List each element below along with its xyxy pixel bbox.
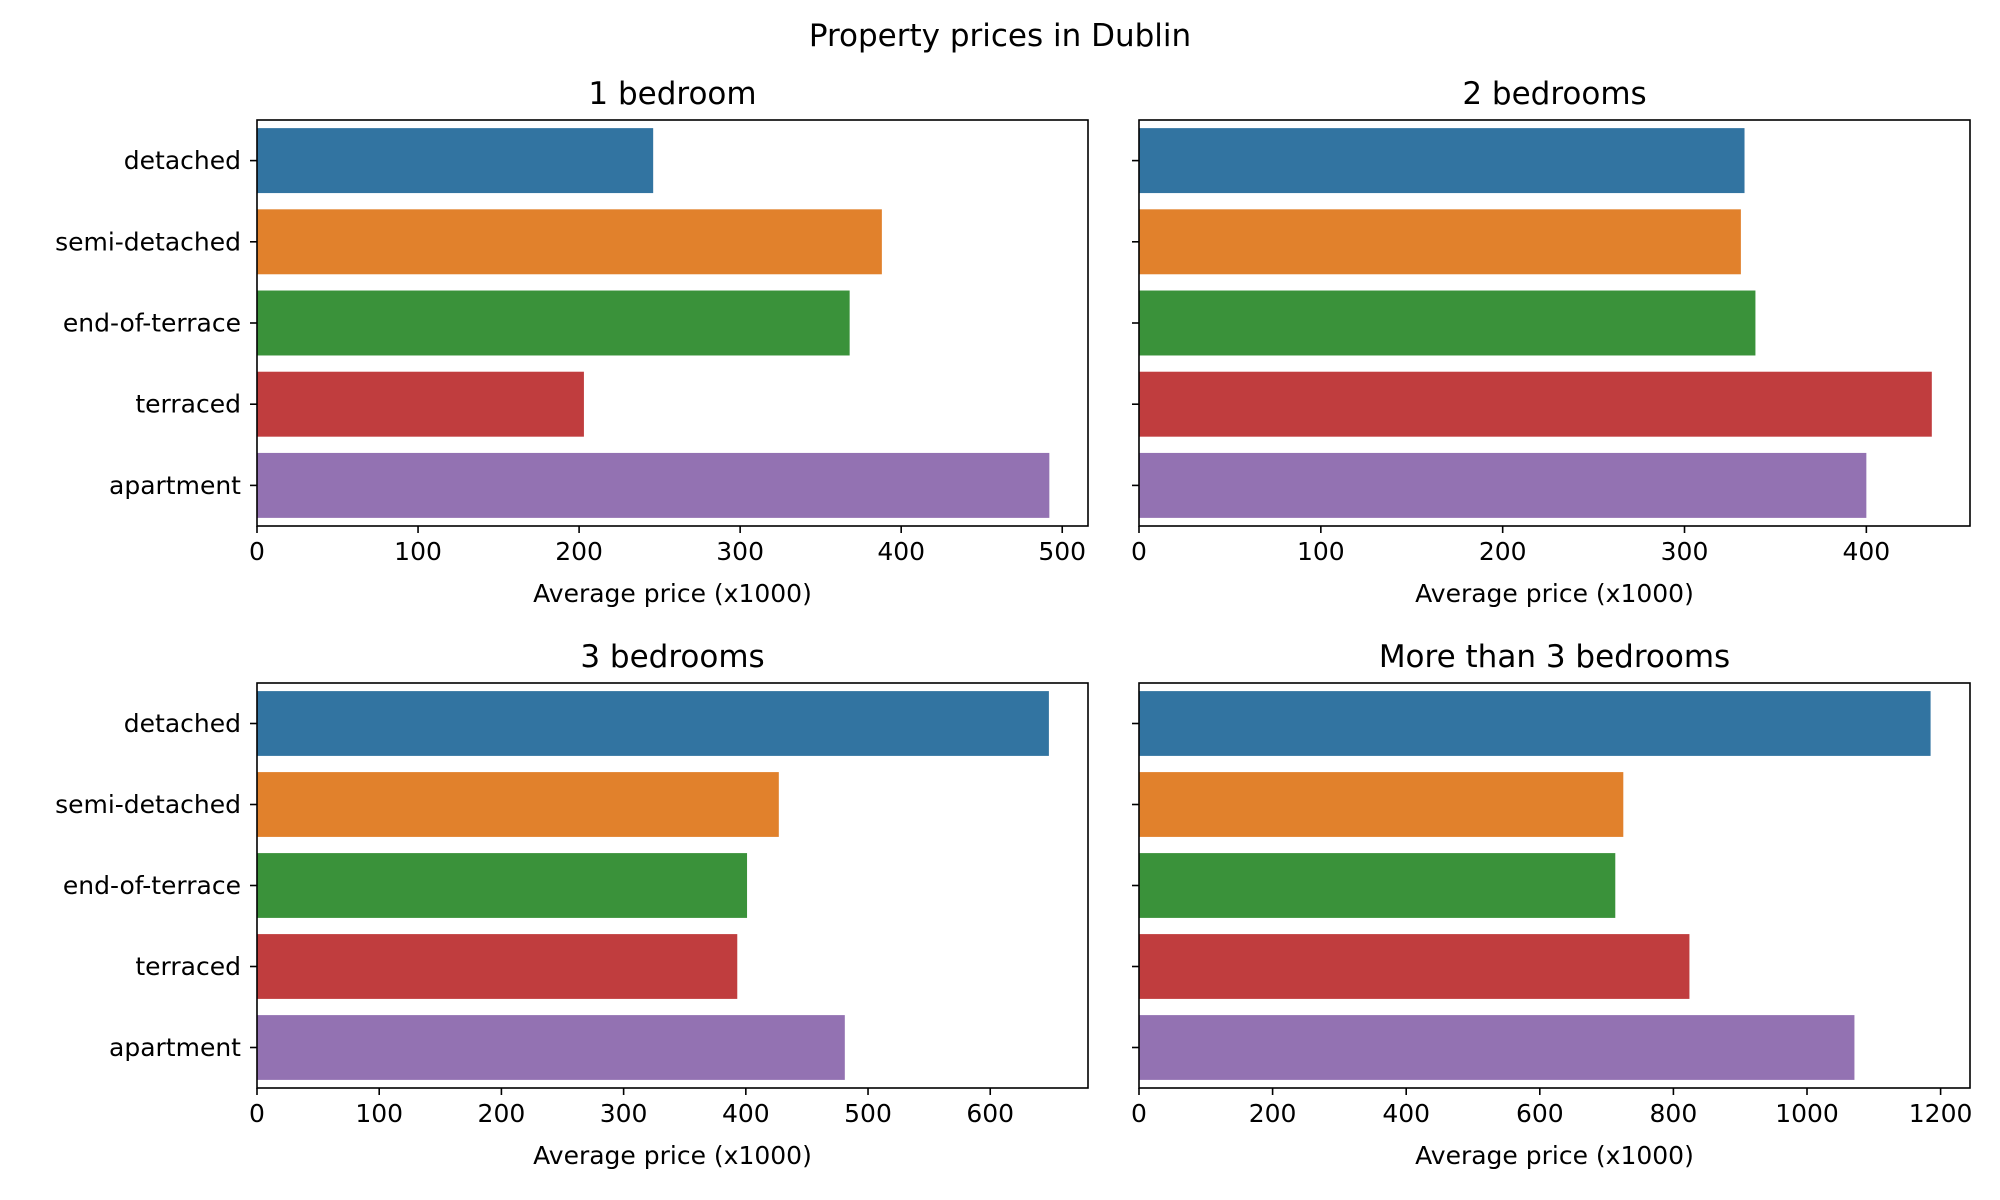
figure-title: Property prices in Dublin xyxy=(808,18,1192,54)
panel-4: 0 200 400 600 800 1000 1200 Average price (x100… xyxy=(1131,639,1972,1170)
bar-apartment xyxy=(1139,452,1867,518)
panel-title: 3 bedrooms xyxy=(580,639,764,675)
y-tick-label: detached xyxy=(124,709,241,738)
bar-semi-detached xyxy=(257,209,882,275)
x-tick-label: 600 xyxy=(966,1099,1014,1128)
panel-3: detached semi-detached end-of-terrace terra… xyxy=(55,639,1089,1170)
panel-2: 0 100 200 300 400 Average price (x1000) 2 bedr… xyxy=(1131,76,1971,608)
x-tick-label: 600 xyxy=(1516,1099,1564,1128)
x-tick-label: 400 xyxy=(722,1099,770,1128)
bar-detached xyxy=(1139,128,1745,194)
panel-title: 1 bedroom xyxy=(588,76,756,112)
y-tick-label: end-of-terrace xyxy=(63,871,241,900)
y-tick-label: apartment xyxy=(109,471,241,500)
bar-semi-detached xyxy=(1139,772,1624,837)
x-tick-label: 0 xyxy=(1131,537,1147,566)
x-tick-label: 0 xyxy=(249,537,265,566)
x-tick-label: 200 xyxy=(1249,1099,1297,1128)
y-tick-label: apartment xyxy=(109,1033,241,1062)
bar-terraced xyxy=(257,934,738,999)
bar-end-of-terrace xyxy=(257,290,850,356)
x-tick-label: 400 xyxy=(1842,537,1890,566)
bar-apartment xyxy=(1139,1015,1855,1080)
panel-1: detached semi-detached end-of-terrace terra… xyxy=(55,76,1089,608)
bar-terraced xyxy=(257,371,584,437)
y-tick-label: end-of-terrace xyxy=(63,309,241,338)
bar-semi-detached xyxy=(257,772,779,837)
panel-title: More than 3 bedrooms xyxy=(1379,639,1730,675)
x-tick-label: 0 xyxy=(249,1099,265,1128)
bar-terraced xyxy=(1139,371,1932,437)
bar-apartment xyxy=(257,452,1050,518)
y-tick-label: terraced xyxy=(135,952,241,981)
x-tick-label: 200 xyxy=(555,537,603,566)
bar-end-of-terrace xyxy=(257,853,748,918)
y-tick-label: semi-detached xyxy=(55,790,241,819)
y-tick-label: detached xyxy=(124,146,241,175)
x-tick-label: 100 xyxy=(355,1099,403,1128)
x-tick-label: 500 xyxy=(844,1099,892,1128)
bar-detached xyxy=(257,128,654,194)
panel-title: 2 bedrooms xyxy=(1462,76,1646,112)
x-tick-label: 400 xyxy=(1382,1099,1430,1128)
x-tick-label: 1200 xyxy=(1909,1099,1973,1128)
bar-detached xyxy=(257,691,1049,756)
x-tick-label: 200 xyxy=(1479,537,1527,566)
x-tick-label: 300 xyxy=(716,537,764,566)
x-axis-label: Average price (x1000) xyxy=(1415,1141,1694,1170)
x-tick-label: 200 xyxy=(478,1099,526,1128)
bar-detached xyxy=(1139,691,1931,756)
x-tick-label: 100 xyxy=(394,537,442,566)
x-tick-label: 300 xyxy=(1661,537,1709,566)
x-tick-label: 1000 xyxy=(1775,1099,1839,1128)
x-tick-label: 300 xyxy=(600,1099,648,1128)
x-axis-label: Average price (x1000) xyxy=(533,579,812,608)
x-tick-label: 100 xyxy=(1297,537,1345,566)
y-tick-label: terraced xyxy=(135,390,241,419)
x-tick-label: 500 xyxy=(1038,537,1086,566)
y-tick-label: semi-detached xyxy=(55,227,241,256)
bar-end-of-terrace xyxy=(1139,853,1616,918)
x-tick-label: 400 xyxy=(877,537,925,566)
x-axis-label: Average price (x1000) xyxy=(533,1141,812,1170)
bar-semi-detached xyxy=(1139,209,1741,275)
bar-apartment xyxy=(257,1015,845,1080)
bar-terraced xyxy=(1139,934,1690,999)
x-tick-label: 800 xyxy=(1650,1099,1698,1128)
x-axis-label: Average price (x1000) xyxy=(1415,579,1694,608)
x-tick-label: 0 xyxy=(1131,1099,1147,1128)
bar-end-of-terrace xyxy=(1139,290,1756,356)
